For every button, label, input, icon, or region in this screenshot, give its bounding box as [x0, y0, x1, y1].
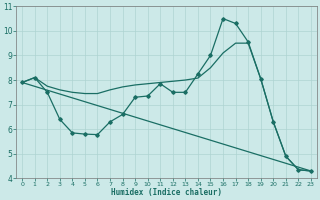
X-axis label: Humidex (Indice chaleur): Humidex (Indice chaleur): [111, 188, 222, 197]
